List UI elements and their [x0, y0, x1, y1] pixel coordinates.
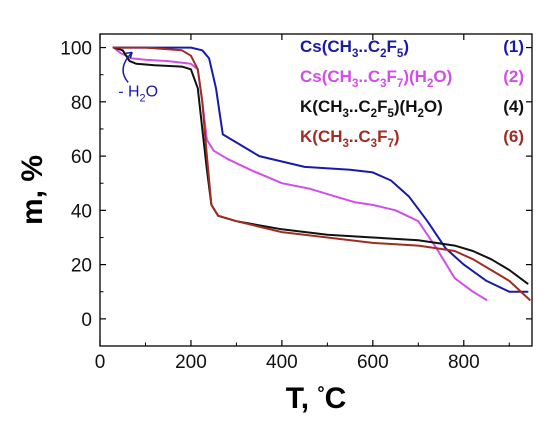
annotation-arrowhead — [125, 51, 133, 59]
y-tick-label: 0 — [81, 310, 92, 331]
x-tick-label: 600 — [357, 352, 389, 373]
series-line — [112, 46, 529, 293]
subscript-run: 2 — [371, 108, 377, 120]
subscript-run: 5 — [397, 48, 404, 60]
text-run: O) — [424, 97, 443, 116]
text-run: T, — [286, 382, 318, 415]
legend-entry-number: (1) — [503, 37, 524, 56]
legend: Cs(CH3..C2F5) (1)Cs(CH3..C3F7)(H2O) (2)K(C… — [300, 37, 524, 150]
text-run: ) — [403, 37, 409, 56]
y-tick-label: 20 — [71, 256, 92, 277]
subscript-run: 3 — [371, 138, 377, 150]
subscript-run: 2 — [380, 48, 386, 60]
legend-entry: Cs(CH3..C3F7)(H2O) — [300, 67, 452, 90]
subscript-run: 3 — [343, 108, 349, 120]
subscript-run: 7 — [397, 78, 403, 90]
subscript-run: 2 — [418, 108, 424, 120]
legend-entry-number: (6) — [503, 127, 524, 146]
subscript-run: 3 — [352, 78, 358, 90]
legend-entry: K(CH3..C3F7) — [300, 127, 400, 150]
text-run: F — [377, 127, 387, 146]
annotations: - H2O — [118, 51, 158, 104]
subscript-run: 7 — [387, 138, 393, 150]
text-run: K(CH — [300, 127, 343, 146]
annotation-arrow — [122, 51, 133, 83]
text-run: F — [387, 37, 397, 56]
x-tick-label: 0 — [95, 352, 106, 373]
text-run: ..C — [358, 67, 380, 86]
text-run: Cs(CH — [300, 67, 352, 86]
text-run: )(H — [403, 67, 427, 86]
series-line — [112, 46, 531, 301]
subscript-run: 2 — [427, 78, 433, 90]
text-run: K(CH — [300, 97, 343, 116]
subscript-run: 5 — [387, 108, 394, 120]
y-tick-label: 60 — [71, 147, 92, 168]
text-run: ..C — [349, 97, 371, 116]
x-tick-label: 400 — [266, 352, 298, 373]
text-run: Cs(CH — [300, 37, 352, 56]
x-tick-label: 800 — [448, 352, 480, 373]
plot-frame — [99, 33, 533, 347]
text-run: - H — [118, 83, 139, 100]
y-tick-label: 40 — [71, 201, 92, 222]
subscript-run: 3 — [380, 78, 386, 90]
text-run: O) — [433, 67, 452, 86]
y-tick-label: 100 — [60, 39, 92, 60]
subscript-run: 3 — [352, 48, 358, 60]
series-line — [112, 46, 488, 301]
subscript-run: 2 — [140, 92, 146, 104]
text-run: O — [146, 83, 158, 100]
y-tick-label: 80 — [71, 93, 92, 114]
x-tick-label: 200 — [175, 352, 207, 373]
text-run: )(H — [394, 97, 418, 116]
text-run: ..C — [349, 127, 371, 146]
text-run: ) — [394, 127, 400, 146]
y-axis-title: m, % — [16, 155, 49, 225]
plot-area — [112, 46, 531, 301]
legend-entry: K(CH3..C2F5)(H2O) — [300, 97, 443, 120]
legend-entry-number: (4) — [503, 97, 524, 116]
text-run: ..C — [358, 37, 380, 56]
text-run: F — [377, 97, 387, 116]
legend-entry: Cs(CH3..C2F5) — [300, 37, 409, 60]
annotation-label: - H2O — [118, 83, 158, 104]
text-run: F — [387, 67, 397, 86]
subscript-run: 3 — [343, 138, 349, 150]
text-run: C — [325, 382, 347, 415]
x-axis-title: T, °C — [286, 382, 347, 415]
legend-entry-number: (2) — [503, 67, 524, 86]
superscript-run: ° — [317, 383, 324, 403]
